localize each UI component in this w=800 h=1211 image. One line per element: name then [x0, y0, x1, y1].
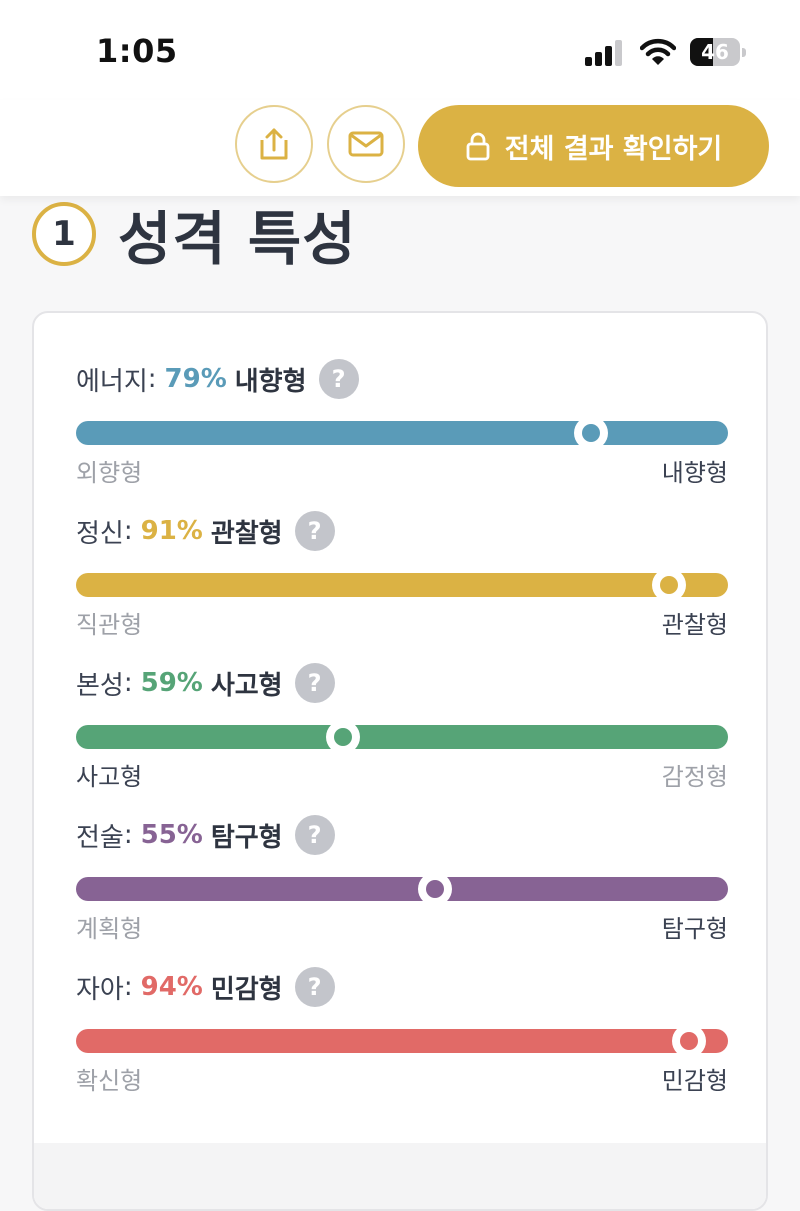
trait-type: 탐구형	[210, 822, 283, 853]
trait-left-label: 외향형	[76, 459, 143, 487]
trait-heading: 본성 : 59% 사고형 ?	[76, 663, 335, 703]
personality-traits-card: 에너지 : 79% 내향형 ? 외향형 내향형 정신 : 91% 관찰형 ? 직…	[32, 311, 768, 1211]
help-icon[interactable]: ?	[294, 967, 335, 1007]
help-icon[interactable]: ?	[318, 359, 359, 399]
trait-left-label: 확신형	[76, 1067, 143, 1095]
trait-name: 자아	[76, 974, 124, 1005]
share-upload-icon	[260, 128, 288, 160]
battery-icon: 46	[690, 38, 748, 68]
action-bar: 전체 결과 확인하기	[0, 100, 800, 196]
trait-percent: 91%	[140, 516, 203, 546]
cta-label: 전체 결과 확인하기	[504, 133, 723, 165]
trait-colon: :	[123, 516, 133, 546]
wifi-icon	[640, 38, 676, 65]
trait-heading: 정신 : 91% 관찰형 ?	[76, 511, 335, 551]
trait-name: 정신	[76, 518, 124, 549]
trait-row: 전술 : 55% 탐구형 ? 계획형 탐구형	[76, 815, 728, 955]
section-number-badge: 1	[32, 202, 96, 266]
trait-heading: 자아 : 94% 민감형 ?	[76, 967, 335, 1007]
section-heading: 1 성격 특성	[32, 198, 357, 273]
trait-colon: :	[123, 668, 133, 698]
trait-slider-knob	[326, 720, 360, 754]
trait-type: 민감형	[210, 974, 283, 1005]
trait-row: 정신 : 91% 관찰형 ? 직관형 관찰형	[76, 511, 728, 651]
trait-row: 본성 : 59% 사고형 ? 사고형 감정형	[76, 663, 728, 803]
trait-bar	[76, 720, 728, 754]
trait-row: 에너지 : 79% 내향형 ? 외향형 내향형	[76, 359, 728, 499]
share-button[interactable]	[235, 105, 313, 183]
trait-left-label: 사고형	[76, 763, 143, 791]
status-time: 1:05	[96, 32, 178, 70]
help-icon[interactable]: ?	[294, 511, 335, 551]
trait-percent: 79%	[164, 364, 227, 394]
trait-percent: 59%	[140, 668, 203, 698]
trait-right-label: 내향형	[661, 459, 728, 487]
envelope-icon	[348, 131, 384, 157]
trait-right-label: 관찰형	[661, 611, 728, 639]
trait-bar	[76, 416, 728, 450]
trait-right-label: 민감형	[661, 1067, 728, 1095]
section-title: 성격 특성	[118, 205, 357, 273]
trait-percent: 94%	[140, 972, 203, 1002]
cellular-signal-icon	[585, 40, 622, 66]
help-icon[interactable]: ?	[294, 663, 335, 703]
lock-icon	[466, 132, 490, 161]
trait-type: 내향형	[234, 366, 307, 397]
trait-row: 자아 : 94% 민감형 ? 확신형 민감형	[76, 967, 728, 1107]
trait-bar	[76, 872, 728, 906]
trait-bar	[76, 1024, 728, 1058]
trait-right-label: 탐구형	[661, 915, 728, 943]
trait-percent: 55%	[140, 820, 203, 850]
trait-colon: :	[123, 972, 133, 1002]
trait-name: 본성	[76, 670, 124, 701]
trait-slider-knob	[672, 1024, 706, 1058]
trait-heading: 전술 : 55% 탐구형 ?	[76, 815, 335, 855]
trait-bar	[76, 568, 728, 602]
card-footer	[34, 1143, 766, 1209]
help-icon[interactable]: ?	[294, 815, 335, 855]
trait-name: 전술	[76, 822, 124, 853]
trait-left-label: 직관형	[76, 611, 143, 639]
trait-slider-knob	[418, 872, 452, 906]
trait-colon: :	[147, 364, 157, 394]
trait-name: 에너지	[76, 366, 148, 397]
trait-colon: :	[123, 820, 133, 850]
trait-type: 관찰형	[210, 518, 283, 549]
view-full-results-button[interactable]: 전체 결과 확인하기	[418, 105, 769, 187]
trait-slider-knob	[574, 416, 608, 450]
trait-type: 사고형	[210, 670, 283, 701]
battery-percent: 46	[701, 40, 729, 64]
mail-button[interactable]	[327, 105, 405, 183]
trait-right-label: 감정형	[661, 763, 728, 791]
trait-heading: 에너지 : 79% 내향형 ?	[76, 359, 359, 399]
trait-left-label: 계획형	[76, 915, 143, 943]
status-bar: 1:05 46	[0, 0, 800, 100]
trait-slider-knob	[652, 568, 686, 602]
